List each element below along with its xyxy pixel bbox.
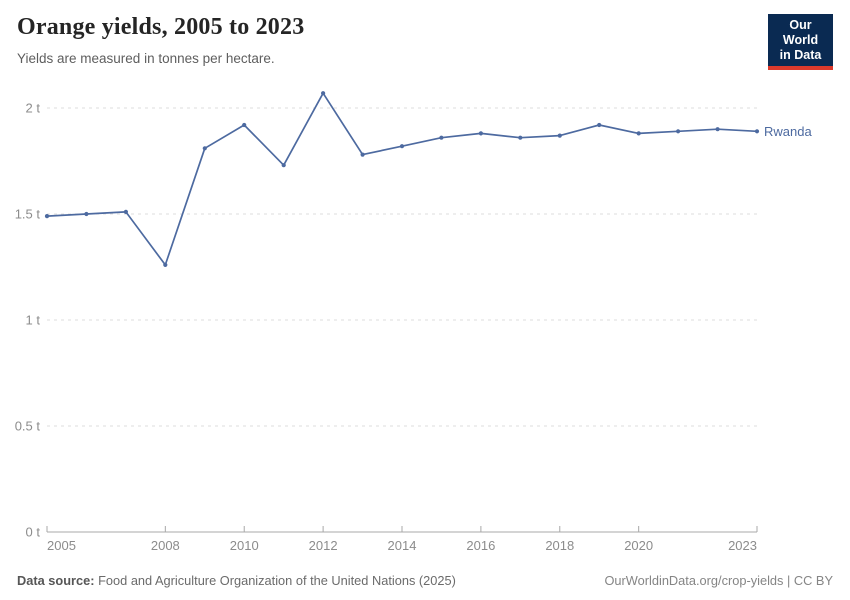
owid-logo-line1: Our World <box>782 18 819 47</box>
series-label-rwanda[interactable]: Rwanda <box>764 124 812 139</box>
x-tick-label: 2020 <box>624 538 653 553</box>
owid-logo-line2: in Data <box>779 48 822 62</box>
x-tick-label: 2012 <box>309 538 338 553</box>
x-tick-label: 2018 <box>545 538 574 553</box>
x-tick-label: 2005 <box>47 538 76 553</box>
data-point[interactable] <box>478 131 483 136</box>
data-point[interactable] <box>399 144 405 149</box>
data-point[interactable] <box>676 129 681 134</box>
data-source-label: Data source: <box>17 573 95 588</box>
x-tick-label: 2016 <box>466 538 495 553</box>
owid-logo[interactable]: Our World in Data <box>768 14 833 70</box>
y-tick-label: 0 t <box>26 525 41 540</box>
x-tick-label: 2014 <box>388 538 417 553</box>
chart-subtitle: Yields are measured in tonnes per hectar… <box>17 51 275 66</box>
data-point[interactable] <box>242 122 247 128</box>
data-point[interactable] <box>123 209 128 214</box>
data-point[interactable] <box>597 122 602 128</box>
data-point[interactable] <box>44 214 50 219</box>
data-point[interactable] <box>202 146 207 151</box>
data-point[interactable] <box>557 133 562 138</box>
data-source-value: Food and Agriculture Organization of the… <box>98 573 456 588</box>
data-point[interactable] <box>754 129 760 134</box>
y-tick-label: 2 t <box>26 101 41 116</box>
x-tick-label: 2008 <box>151 538 180 553</box>
data-point[interactable] <box>281 163 286 168</box>
data-source: Data source: Food and Agriculture Organi… <box>17 573 456 588</box>
data-point[interactable] <box>439 135 444 140</box>
y-tick-label: 1.5 t <box>15 207 41 222</box>
y-tick-label: 0.5 t <box>15 419 41 434</box>
x-tick-label: 2010 <box>230 538 259 553</box>
data-point[interactable] <box>321 91 326 96</box>
data-point[interactable] <box>715 127 720 132</box>
data-point[interactable] <box>636 131 641 136</box>
y-tick-label: 1 t <box>26 313 41 328</box>
data-point[interactable] <box>518 135 523 140</box>
data-point[interactable] <box>84 211 89 217</box>
data-point[interactable] <box>360 152 365 157</box>
data-line-rwanda[interactable] <box>46 92 758 266</box>
x-tick-label: 2023 <box>728 538 757 553</box>
chart-title: Orange yields, 2005 to 2023 <box>17 14 305 40</box>
credit-link[interactable]: OurWorldinData.org/crop-yields | CC BY <box>604 573 833 588</box>
data-point[interactable] <box>163 262 168 267</box>
